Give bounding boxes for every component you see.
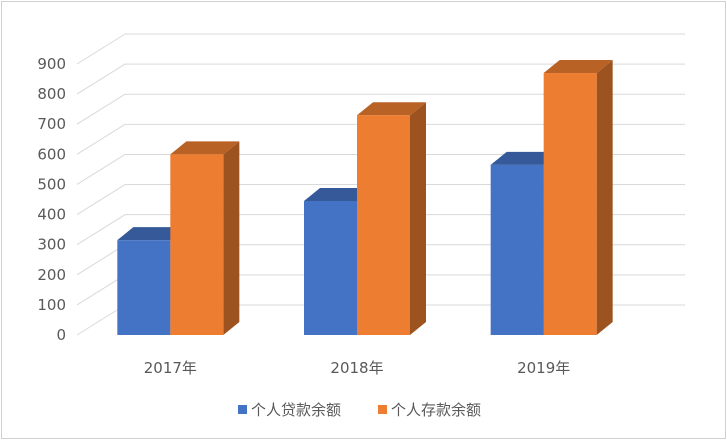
y-tick-label: 900 — [37, 55, 66, 73]
legend: 个人贷款余额 个人存款余额 — [238, 401, 481, 419]
gridline-diagonal — [76, 304, 126, 336]
gridline-diagonal — [76, 184, 126, 215]
bar-side — [596, 60, 613, 336]
legend-label: 个人贷款余额 — [251, 401, 341, 419]
x-category-label: 2018年 — [330, 359, 383, 377]
bar-top — [357, 102, 426, 116]
bar-top — [304, 188, 373, 202]
y-tick-label: 0 — [56, 326, 66, 344]
gridline-diagonal — [76, 63, 126, 95]
gridline-diagonal — [76, 244, 126, 276]
x-category-label: 2017年 — [144, 359, 197, 377]
bar-front — [117, 240, 171, 335]
legend-swatch — [378, 405, 387, 414]
bars — [117, 60, 613, 336]
gridline-diagonal — [76, 274, 126, 306]
y-tick-label: 800 — [37, 85, 66, 103]
y-axis-ticks: 0 100 200 300 400 500 600 700 800 900 — [37, 55, 66, 344]
y-tick-label: 400 — [37, 206, 66, 224]
y-tick-label: 500 — [37, 175, 66, 193]
bar-front — [304, 201, 357, 335]
x-axis-categories: 2017年 2018年 2019年 — [144, 359, 571, 377]
gridline-diagonal — [76, 214, 126, 246]
bar-deposit-2017年 — [170, 141, 240, 335]
y-tick-label: 600 — [37, 145, 66, 163]
bar-deposit-2018年 — [357, 102, 426, 335]
legend-label: 个人存款余额 — [391, 401, 481, 419]
bar-front — [357, 115, 410, 335]
bar-front — [170, 154, 224, 335]
x-category-label: 2019年 — [517, 359, 570, 377]
y-tick-label: 700 — [37, 115, 66, 133]
bar-deposit-2019年 — [543, 60, 613, 336]
y-tick-label: 100 — [37, 296, 66, 314]
bar-top — [170, 141, 240, 155]
bar-top — [490, 151, 560, 165]
bar-top — [543, 60, 613, 74]
bar-front — [543, 73, 597, 336]
gridline-diagonal — [76, 123, 126, 155]
gridline-diagonal — [76, 33, 126, 65]
bar-side — [410, 102, 426, 335]
bar-front — [490, 164, 544, 335]
bar-top — [117, 227, 187, 241]
legend-swatch — [238, 405, 247, 414]
bar-side — [223, 141, 240, 335]
gridline-diagonal — [76, 154, 126, 185]
y-tick-label: 300 — [37, 236, 66, 254]
gridline-diagonal — [76, 93, 126, 125]
y-tick-label: 200 — [37, 266, 66, 284]
